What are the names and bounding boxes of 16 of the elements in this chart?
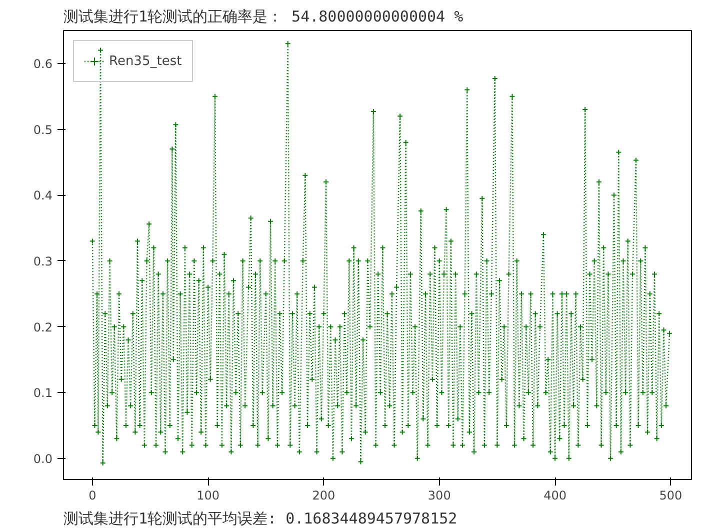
y-tick-label: 0.4 <box>33 188 53 203</box>
x-tick-label: 300 <box>428 488 451 502</box>
x-tick-label: 200 <box>312 488 336 502</box>
y-tick-label: 0.3 <box>33 254 53 268</box>
x-tick-label: 0 <box>88 488 96 502</box>
x-tick-label: 400 <box>544 488 566 502</box>
legend-label: Ren35_test <box>109 54 182 68</box>
y-tick-label: 0.6 <box>33 56 53 71</box>
chart-title: 测试集进行1轮测试的正确率是： 54.80000000000004 % <box>64 8 464 26</box>
y-tick-label: 0.2 <box>33 320 53 334</box>
y-tick-label: 0.0 <box>33 452 53 466</box>
y-tick-label: 0.1 <box>33 386 53 400</box>
text: 测试集进行1轮测试的平均误差: 0.16834489457978152 <box>64 510 458 528</box>
y-tick-label: 0.5 <box>33 122 53 137</box>
x-tick-label: 500 <box>659 488 682 502</box>
x-tick-label: 100 <box>196 488 220 502</box>
